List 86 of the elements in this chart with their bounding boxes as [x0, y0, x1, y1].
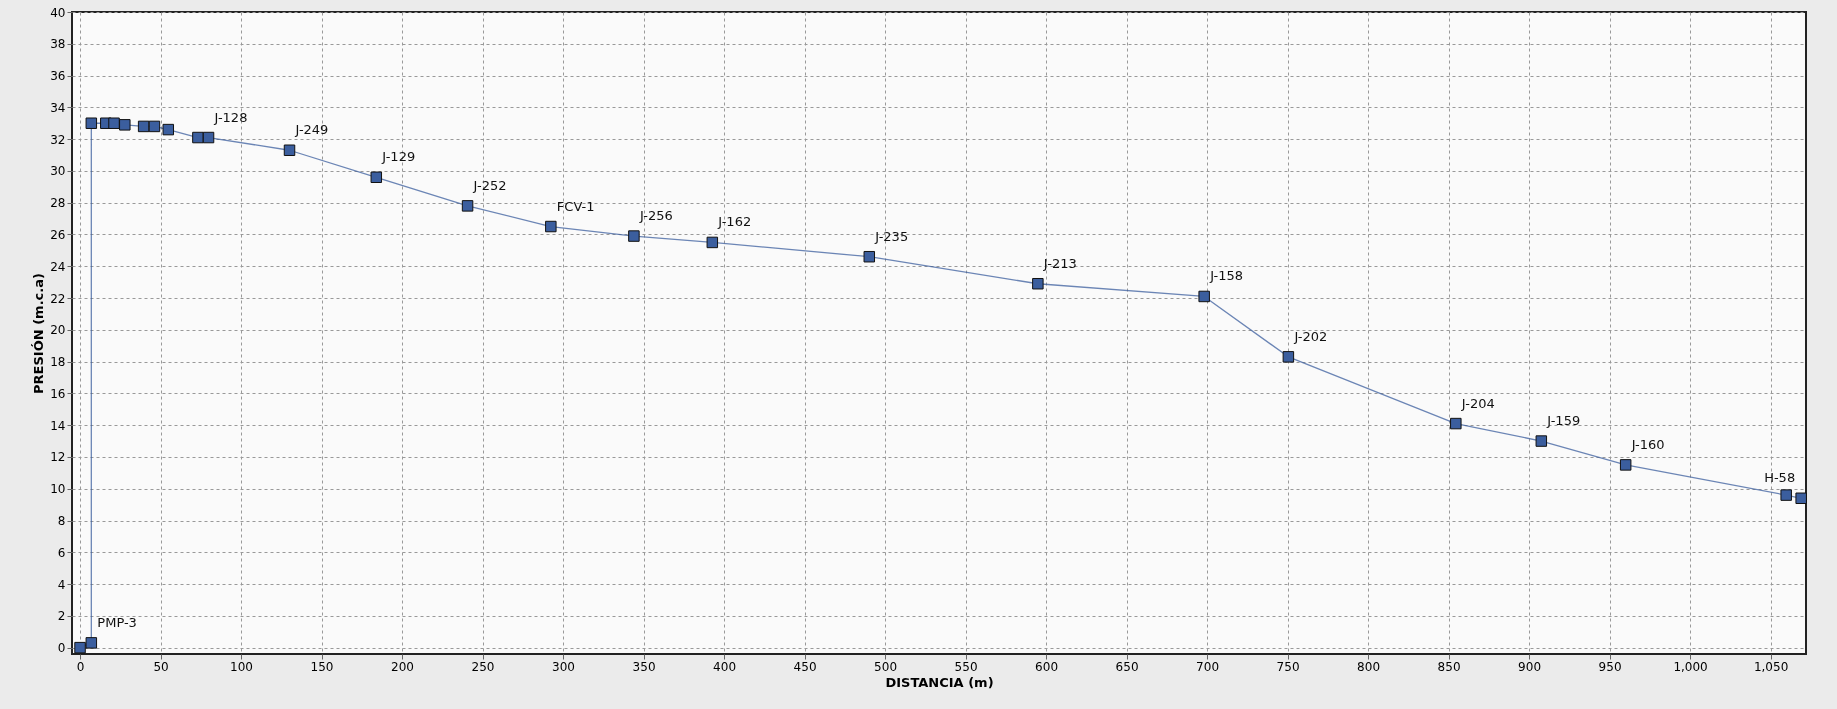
annotation: J-160 [1630, 436, 1665, 452]
y-tick-label: 20 [50, 323, 66, 338]
point [1795, 492, 1807, 505]
point [162, 123, 175, 136]
x-tick-label: 950 [1598, 659, 1622, 674]
y-tick-label: 4 [57, 577, 66, 592]
x-tick-label: 350 [632, 659, 656, 674]
x-tick-label: 1,050 [1753, 659, 1789, 674]
x-tick-label: 550 [954, 659, 978, 674]
x-axis-title: DISTANCIA (m) [885, 674, 994, 690]
annotation: J-256 [638, 208, 673, 224]
annotation: J-162 [717, 214, 752, 230]
y-tick-label: 12 [50, 450, 66, 465]
x-tick-label: 1,000 [1673, 659, 1708, 674]
x-tick-label: 900 [1518, 659, 1542, 674]
annotation: J-129 [381, 149, 416, 165]
point [1450, 417, 1462, 430]
y-tick-label: 38 [50, 37, 66, 52]
y-tick-label: 40 [50, 5, 66, 20]
point [85, 637, 98, 649]
x-tick-label: 700 [1196, 659, 1220, 674]
y-tick-label: 24 [50, 259, 66, 274]
point [74, 641, 86, 654]
annotation: J-128 [213, 109, 248, 125]
x-tick-label: 300 [552, 659, 576, 674]
annotation: J-235 [874, 228, 909, 244]
point [137, 120, 150, 133]
x-tick-label: 800 [1357, 659, 1381, 674]
annotation: H-58 [1764, 470, 1796, 486]
x-tick-label: 750 [1276, 659, 1300, 674]
point [85, 117, 98, 129]
x-tick-label: 450 [793, 659, 817, 674]
annotation: J-204 [1460, 395, 1495, 411]
x-tick-label: 200 [391, 659, 415, 674]
y-tick-label: 26 [50, 227, 66, 242]
y-tick-label: 18 [50, 355, 66, 370]
point [1282, 351, 1295, 363]
x-tick-label: 0 [76, 659, 85, 674]
y-tick-label: 16 [50, 386, 66, 401]
point [192, 131, 204, 144]
y-tick-label: 0 [57, 641, 66, 656]
annotation: PMP-3 [97, 614, 137, 630]
x-tick-label: 850 [1437, 659, 1461, 674]
y-axis-title: PRESIÓN (m.c.a) [31, 273, 47, 394]
point [628, 230, 640, 242]
y-tick-label: 34 [50, 100, 66, 115]
annotation: J-202 [1293, 328, 1328, 344]
point [863, 250, 876, 263]
y-tick-label: 14 [50, 418, 66, 433]
x-tick-label: 50 [153, 659, 169, 674]
point [461, 200, 474, 212]
y-tick-label: 30 [50, 164, 66, 179]
point [1535, 435, 1548, 447]
x-tick-label: 100 [230, 659, 254, 674]
point [202, 131, 215, 144]
annotation: J-213 [1042, 255, 1077, 271]
annotation: J-252 [472, 177, 507, 193]
x-tick-label: 500 [874, 659, 898, 674]
point [1619, 459, 1632, 471]
point [148, 120, 161, 133]
point [1780, 489, 1792, 501]
x-tick-label: 150 [310, 659, 334, 674]
y-tick-label: 2 [57, 609, 66, 624]
point [119, 119, 131, 131]
x-tick-label: 650 [1115, 659, 1139, 674]
x-tick-label: 400 [713, 659, 737, 674]
y-tick-label: 8 [57, 514, 66, 529]
annotation: J-249 [294, 122, 329, 138]
point [370, 171, 383, 184]
x-tick-label: 600 [1035, 659, 1059, 674]
y-tick-label: 36 [50, 69, 66, 84]
y-tick-label: 28 [50, 196, 66, 211]
annotation: J-159 [1546, 413, 1581, 429]
x-tick-label: 250 [471, 659, 495, 674]
y-tick-label: 10 [50, 482, 66, 497]
annotation: FCV-1 [556, 198, 595, 214]
y-tick-label: 6 [57, 545, 66, 560]
point [706, 236, 719, 249]
point [108, 117, 120, 129]
point [283, 144, 296, 156]
point [1198, 290, 1210, 303]
annotation: J-158 [1209, 268, 1244, 284]
point [545, 220, 557, 233]
y-tick-label: 32 [50, 132, 66, 147]
y-tick-label: 22 [50, 291, 66, 306]
point [1032, 277, 1044, 290]
